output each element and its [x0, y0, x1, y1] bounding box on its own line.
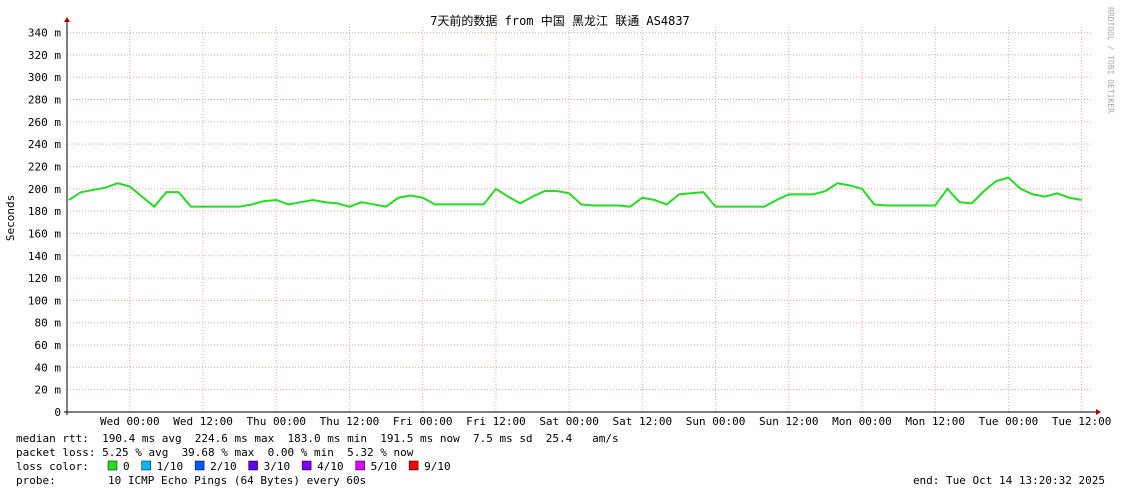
- y-tick-label: 20 m: [35, 384, 62, 397]
- end-text: end: Tue Oct 14 13:20:32 2025: [913, 474, 1105, 487]
- y-tick-label: 80 m: [35, 317, 62, 330]
- legend-swatch: [141, 460, 151, 471]
- probe-text: 10 ICMP Echo Pings (64 Bytes) every 60s: [108, 474, 366, 487]
- y-tick-label: 100 m: [28, 294, 61, 307]
- chart-title: 7天前的数据 from 中国 黑龙江 联通 AS4837: [430, 13, 690, 28]
- legend-entry: 3/10: [264, 460, 291, 473]
- x-tick-label: Mon 12:00: [905, 415, 965, 428]
- x-tick-label: Wed 00:00: [100, 415, 160, 428]
- x-tick-label: Wed 12:00: [173, 415, 233, 428]
- legend-label: loss color:: [16, 460, 89, 473]
- axis-arrow: [1096, 409, 1101, 415]
- y-tick-label: 280 m: [28, 94, 61, 107]
- y-tick-label: 160 m: [28, 227, 61, 240]
- x-tick-label: Sun 12:00: [759, 415, 819, 428]
- x-tick-label: Thu 12:00: [320, 415, 380, 428]
- legend-swatch: [355, 460, 365, 471]
- stats-line: median rtt: 190.4 ms avg 224.6 ms max 18…: [16, 432, 619, 445]
- legend-swatch: [107, 460, 118, 471]
- legend-entry: 0: [123, 460, 130, 473]
- x-tick-label: Mon 00:00: [832, 415, 892, 428]
- median-line: [68, 176, 1082, 209]
- y-tick-label: 0: [54, 406, 61, 419]
- axis-arrow: [64, 17, 70, 22]
- y-tick-label: 140 m: [28, 250, 61, 263]
- y-tick-label: 120 m: [28, 272, 61, 285]
- y-tick-label: 320 m: [28, 49, 61, 62]
- x-tick-label: Tue 00:00: [979, 415, 1039, 428]
- legend-entry: 4/10: [317, 460, 344, 473]
- y-tick-label: 260 m: [28, 116, 61, 129]
- x-tick-label: Thu 00:00: [246, 415, 306, 428]
- y-tick-label: 240 m: [28, 138, 61, 151]
- legend-entry: 5/10: [371, 460, 398, 473]
- legend-swatch: [194, 460, 205, 471]
- y-tick-label: 60 m: [35, 339, 62, 352]
- legend-swatch: [408, 460, 419, 471]
- y-tick-label: 180 m: [28, 205, 61, 218]
- x-tick-label: Tue 12:00: [1052, 415, 1112, 428]
- probe-label: probe:: [16, 474, 56, 487]
- watermark: RRDTOOL / TOBI OETIKER: [1106, 7, 1115, 113]
- y-tick-label: 220 m: [28, 160, 61, 173]
- y-tick-label: 300 m: [28, 71, 61, 84]
- y-tick-label: 340 m: [28, 27, 61, 40]
- y-tick-label: 40 m: [35, 361, 62, 374]
- stats-line: packet loss: 5.25 % avg 39.68 % max 0.00…: [16, 446, 414, 459]
- x-tick-label: Fri 12:00: [466, 415, 526, 428]
- legend-entry: 9/10: [424, 460, 451, 473]
- legend-entry: 1/10: [157, 460, 184, 473]
- legend-swatch: [301, 460, 312, 471]
- x-tick-label: Sat 00:00: [539, 415, 599, 428]
- legend-swatch: [248, 460, 258, 471]
- x-tick-label: Fri 00:00: [393, 415, 453, 428]
- x-tick-label: Sat 12:00: [613, 415, 673, 428]
- x-tick-label: Sun 00:00: [686, 415, 746, 428]
- legend-entry: 2/10: [210, 460, 237, 473]
- y-tick-label: 200 m: [28, 183, 61, 196]
- y-axis-label: Seconds: [4, 195, 17, 241]
